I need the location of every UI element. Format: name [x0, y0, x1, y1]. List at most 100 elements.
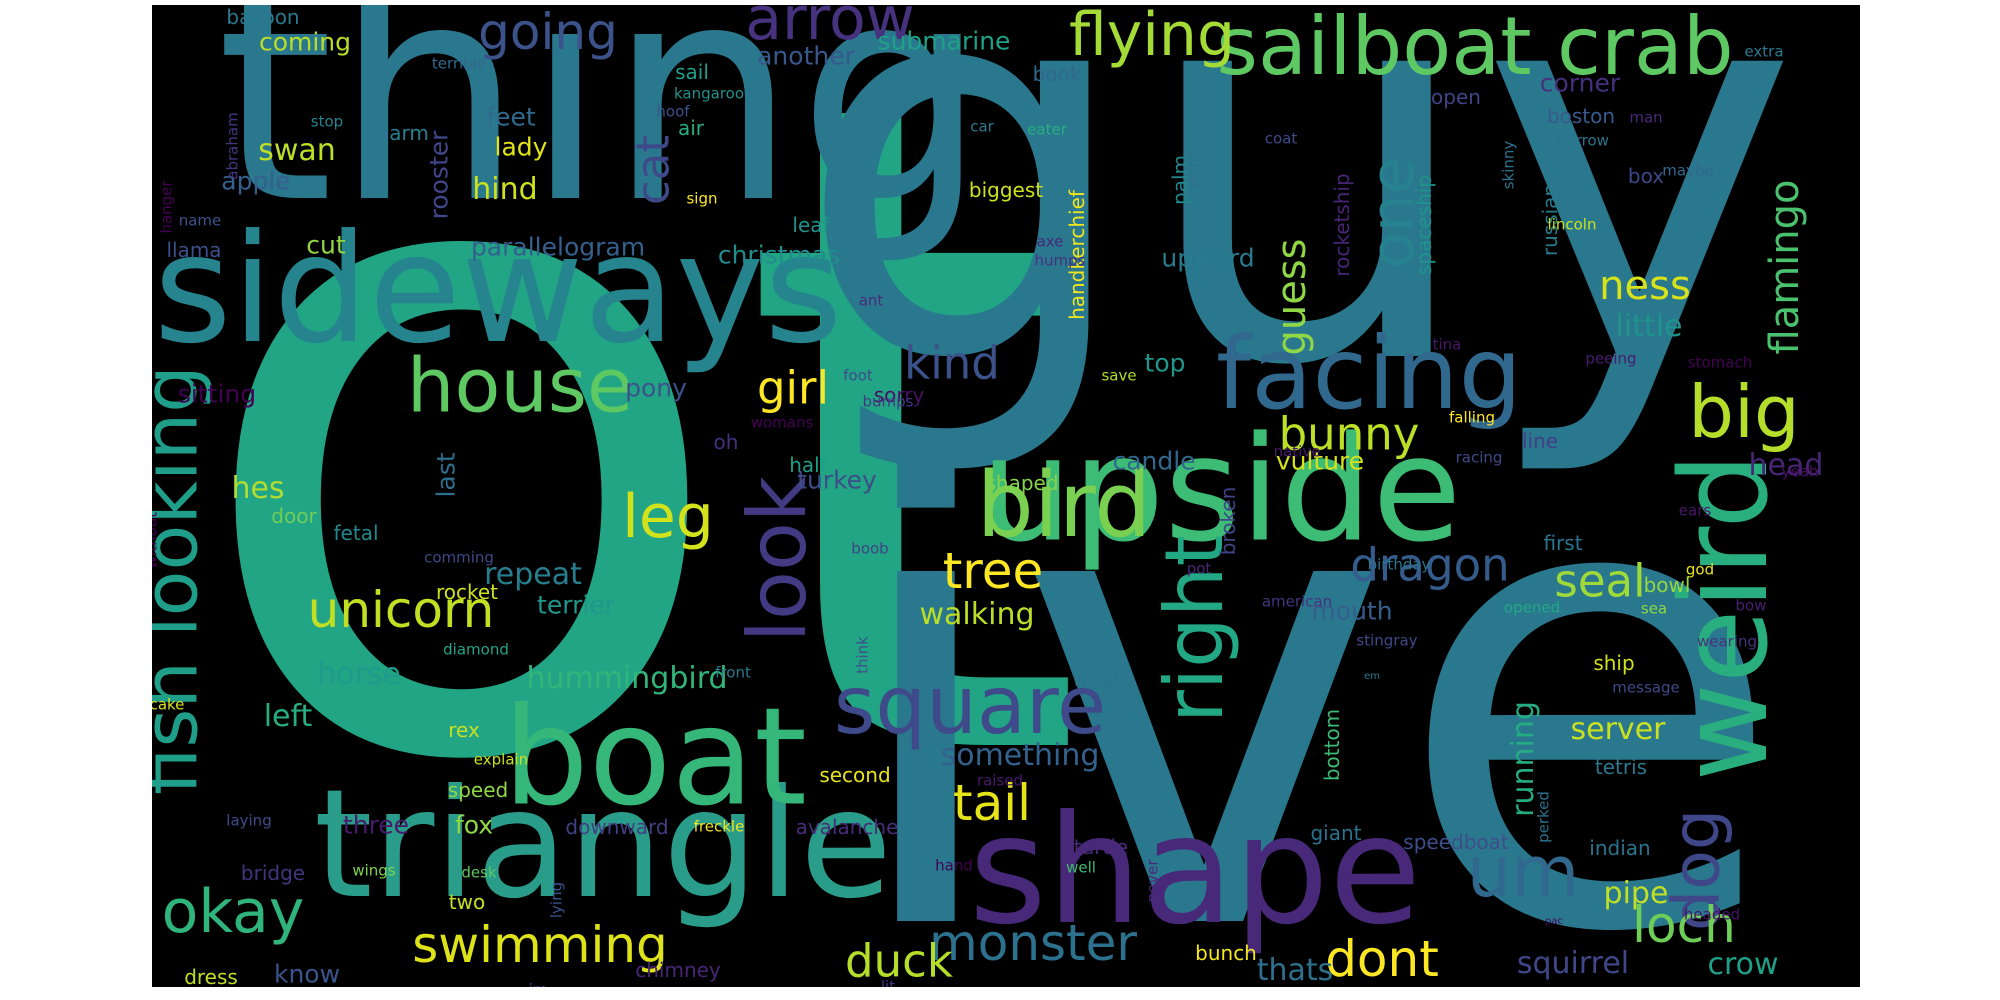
word-book: book: [1032, 62, 1082, 86]
word-sea: sea: [1640, 599, 1668, 618]
word-american: american: [1261, 592, 1333, 611]
word-llama: llama: [166, 238, 222, 262]
word-sideways: sideways: [153, 203, 843, 377]
word-half: half: [789, 453, 827, 477]
word-whale: whale: [1072, 667, 1132, 691]
word-native: native: [1273, 442, 1321, 461]
word-terrier: terrier: [537, 590, 615, 620]
word-leg: leg: [622, 482, 714, 552]
word-square: square: [833, 659, 1107, 752]
word-well: well: [1066, 858, 1096, 877]
word-shaped: shaped: [985, 471, 1059, 495]
word-upward: upward: [1161, 243, 1255, 273]
word-foot: foot: [843, 366, 873, 385]
word-spaceship: spaceship: [1412, 174, 1436, 276]
word-duck: duck: [845, 934, 953, 987]
word-humps: humps: [1034, 251, 1086, 270]
word-boston: boston: [1546, 104, 1616, 128]
word-hand: hand: [935, 856, 973, 875]
word-stomach: stomach: [1687, 353, 1753, 372]
word-rocket: rocket: [435, 580, 499, 604]
word-rocketship: rocketship: [1330, 173, 1354, 277]
word-pac: pac: [1545, 916, 1563, 927]
word-sitting: sitting: [177, 379, 257, 409]
word-tail: tail: [952, 774, 1032, 832]
word-thing: thing: [216, 5, 988, 269]
word-arm: arm: [389, 121, 429, 145]
word-vulture: vulture: [1275, 446, 1365, 476]
word-terrible: terrible: [431, 54, 487, 73]
word-hummingbird: hummingbird: [526, 661, 728, 696]
word-guy: guy: [794, 5, 1800, 484]
word-skinny: skinny: [1499, 140, 1518, 190]
word-parallelogram: parallelogram: [470, 232, 646, 262]
word-bowl: bowl: [1643, 573, 1691, 597]
word-perked: perked: [1534, 791, 1553, 843]
word-tetris: tetris: [1594, 755, 1648, 779]
word-em: em: [1364, 671, 1380, 682]
word-okay: okay: [161, 877, 305, 947]
word-ant: ant: [858, 291, 884, 310]
word-maybe: maybe: [1662, 161, 1714, 180]
word-downward: downward: [565, 815, 669, 839]
word-apple: apple: [221, 166, 291, 196]
word-comming: comming: [424, 548, 494, 567]
word-dress: dress: [184, 965, 238, 987]
word-ness: ness: [1599, 263, 1691, 309]
word-lying: lying: [547, 881, 566, 919]
word-speedboat: speedboat: [1403, 830, 1509, 854]
word-peeing: peeing: [1585, 349, 1637, 368]
word-extra: extra: [1744, 42, 1784, 61]
word-facing: facing: [1215, 315, 1523, 432]
word-ears: ears: [1678, 501, 1712, 520]
word-head: head: [1748, 448, 1824, 483]
word-fetal: fetal: [333, 521, 379, 545]
word-stop: stop: [310, 112, 344, 131]
word-swimming: swimming: [412, 916, 668, 974]
word-dragon: dragon: [1350, 538, 1510, 592]
word-pony: pony: [625, 373, 687, 403]
word-rex: rex: [448, 718, 480, 742]
word-three: three: [342, 810, 410, 840]
word-something: something: [940, 738, 1100, 773]
word-got: got: [152, 5, 1090, 958]
word-opened: opened: [1503, 598, 1561, 617]
word-cut: cut: [306, 230, 346, 260]
word-im: im: [529, 982, 548, 987]
word-sign: sign: [686, 189, 718, 208]
word-feet: feet: [486, 102, 536, 132]
word-ive: ive: [836, 327, 1788, 988]
word-avalanche: avalanche: [795, 815, 899, 839]
word-name: name: [178, 211, 222, 230]
word-unicorn: unicorn: [307, 581, 495, 639]
word-falling: falling: [1448, 408, 1496, 427]
word-big: big: [1688, 370, 1800, 454]
word-arrow: arrow: [745, 5, 915, 54]
word-box: box: [1627, 164, 1665, 188]
word-bridge: bridge: [240, 861, 306, 885]
word-think: think: [853, 636, 872, 674]
word-raised: raised: [976, 771, 1024, 790]
word-fox: fox: [454, 810, 494, 840]
word-womans: womans: [750, 413, 814, 432]
word-shape: shape: [968, 784, 1422, 958]
word-rooster: rooster: [424, 130, 454, 220]
word-bumps: bumps: [862, 392, 914, 411]
word-house: house: [406, 341, 634, 430]
word-air: air: [677, 116, 705, 140]
word-abraham: abraham: [223, 112, 242, 180]
word-turkey: turkey: [797, 465, 877, 495]
word-wings: wings: [352, 861, 396, 880]
word-left: left: [263, 699, 313, 734]
word-mouth: mouth: [1311, 596, 1393, 626]
word-laying: laying: [226, 811, 272, 830]
word-upside: upside: [980, 405, 1462, 575]
word-axe: axe: [1036, 232, 1064, 251]
word-top: top: [1144, 348, 1186, 378]
word-tina: tina: [1432, 335, 1462, 354]
word-second: second: [819, 763, 891, 787]
word-another: another: [757, 41, 855, 71]
word-first: first: [1543, 531, 1583, 555]
word-fish-looking: fish looking: [152, 365, 215, 795]
